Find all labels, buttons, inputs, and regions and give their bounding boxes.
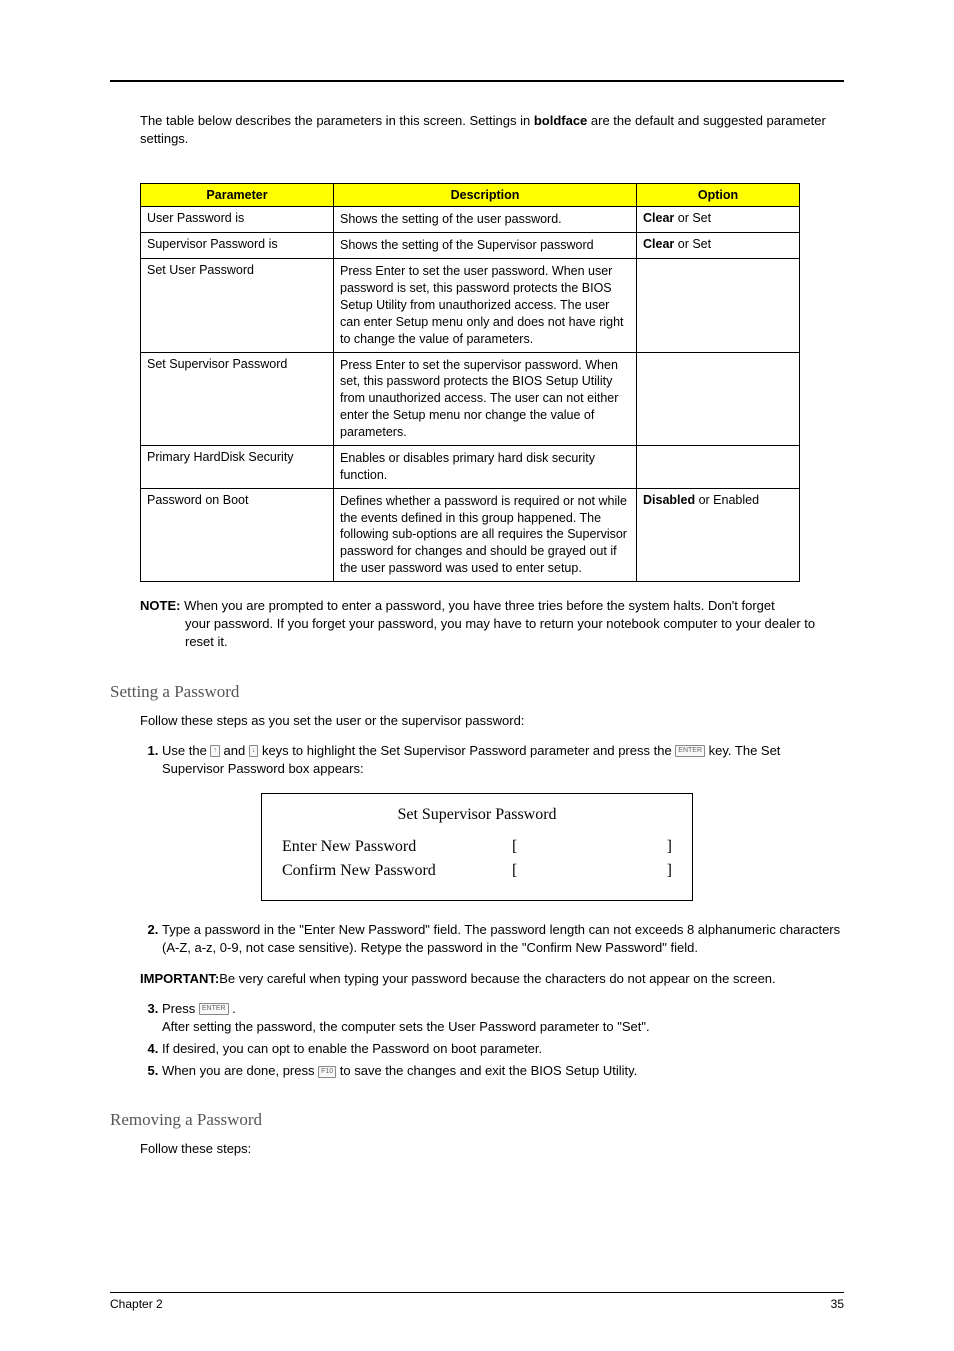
th-parameter: Parameter — [141, 184, 334, 207]
f10-key-icon: F10 — [318, 1066, 336, 1078]
cell-option: Clear or Set — [637, 207, 800, 233]
cell-param: Primary HardDisk Security — [141, 445, 334, 488]
note-line1: When you are prompted to enter a passwor… — [180, 598, 774, 613]
dialog-confirm-field: [] — [512, 862, 672, 880]
important-text: Be very careful when typing your passwor… — [219, 971, 775, 986]
th-description: Description — [334, 184, 637, 207]
enter-key-icon: ENTER — [199, 1003, 229, 1015]
cell-option: Clear or Set — [637, 233, 800, 259]
up-key-icon: ↑ — [210, 745, 220, 757]
table-row: Set User Password Press Enter to set the… — [141, 259, 800, 352]
cell-option: Disabled or Enabled — [637, 488, 800, 581]
dialog-enter-label: Enter New Password — [282, 838, 512, 856]
table-row: User Password is Shows the setting of th… — [141, 207, 800, 233]
removing-password-heading: Removing a Password — [110, 1110, 844, 1130]
removing-intro: Follow these steps: — [140, 1140, 844, 1158]
step-3: Press ENTER . After setting the password… — [162, 1000, 844, 1036]
cell-option — [637, 352, 800, 445]
cell-option — [637, 259, 800, 352]
step-3-sub: After setting the password, the computer… — [162, 1018, 844, 1036]
cell-desc: Press Enter to set the user password. Wh… — [334, 259, 637, 352]
note-line2: your password. If you forget your passwo… — [185, 615, 844, 651]
enter-key-icon: ENTER — [675, 745, 705, 757]
important-label: IMPORTANT: — [140, 971, 219, 986]
table-row: Set Supervisor Password Press Enter to s… — [141, 352, 800, 445]
cell-param: Set Supervisor Password — [141, 352, 334, 445]
steps-list-2: Type a password in the "Enter New Passwo… — [140, 921, 844, 957]
top-rule — [110, 80, 844, 82]
dialog-row-confirm: Confirm New Password [] — [282, 862, 672, 880]
cell-option — [637, 445, 800, 488]
cell-param: User Password is — [141, 207, 334, 233]
intro-paragraph: The table below describes the parameters… — [140, 112, 844, 148]
cell-desc: Enables or disables primary hard disk se… — [334, 445, 637, 488]
th-option: Option — [637, 184, 800, 207]
dialog-title: Set Supervisor Password — [282, 806, 672, 824]
table-row: Password on Boot Defines whether a passw… — [141, 488, 800, 581]
dialog-row-enter: Enter New Password [] — [282, 838, 672, 856]
password-dialog: Set Supervisor Password Enter New Passwo… — [261, 793, 693, 901]
footer-page-number: 35 — [831, 1297, 844, 1311]
important-note: IMPORTANT:Be very careful when typing yo… — [140, 970, 844, 988]
setting-password-heading: Setting a Password — [110, 682, 844, 702]
parameters-table: Parameter Description Option User Passwo… — [140, 183, 800, 582]
dialog-confirm-label: Confirm New Password — [282, 862, 512, 880]
table-row: Primary HardDisk Security Enables or dis… — [141, 445, 800, 488]
cell-desc: Press Enter to set the supervisor passwo… — [334, 352, 637, 445]
dialog-enter-field: [] — [512, 838, 672, 856]
table-row: Supervisor Password is Shows the setting… — [141, 233, 800, 259]
step-1: Use the ↑ and ↓ keys to highlight the Se… — [162, 742, 844, 778]
cell-param: Password on Boot — [141, 488, 334, 581]
step-5: When you are done, press F10 to save the… — [162, 1062, 844, 1080]
cell-desc: Shows the setting of the user password. — [334, 207, 637, 233]
cell-desc: Shows the setting of the Supervisor pass… — [334, 233, 637, 259]
cell-param: Supervisor Password is — [141, 233, 334, 259]
page-footer: Chapter 2 35 — [110, 1292, 844, 1311]
note-label: NOTE: — [140, 598, 180, 613]
footer-chapter: Chapter 2 — [110, 1297, 163, 1311]
steps-list-3: Press ENTER . After setting the password… — [140, 1000, 844, 1081]
setting-intro: Follow these steps as you set the user o… — [140, 712, 844, 730]
note-block: NOTE: When you are prompted to enter a p… — [140, 597, 844, 652]
cell-param: Set User Password — [141, 259, 334, 352]
intro-boldface: boldface — [534, 113, 587, 128]
down-key-icon: ↓ — [249, 745, 259, 757]
intro-text: The table below describes the parameters… — [140, 113, 534, 128]
step-4: If desired, you can opt to enable the Pa… — [162, 1040, 844, 1058]
step-2: Type a password in the "Enter New Passwo… — [162, 921, 844, 957]
steps-list-1: Use the ↑ and ↓ keys to highlight the Se… — [140, 742, 844, 778]
cell-desc: Defines whether a password is required o… — [334, 488, 637, 581]
